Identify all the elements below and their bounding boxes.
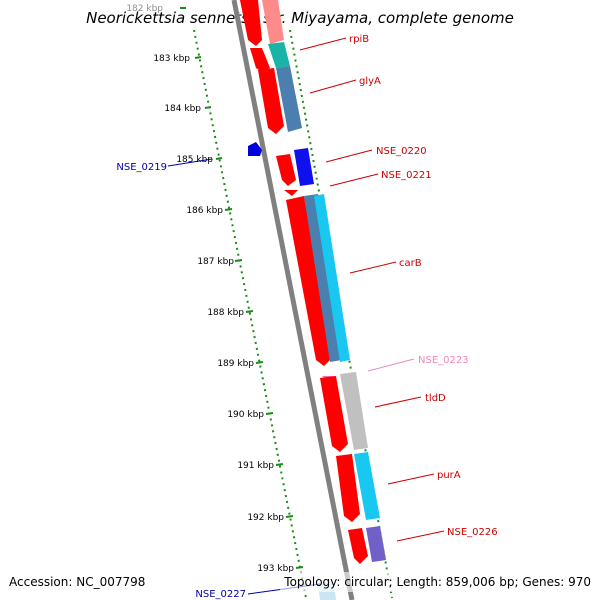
cog-bar-teal [268,42,290,68]
cog-bar-nse-0220 [294,148,314,186]
forward-genes [240,0,368,564]
tick-label: 191 kbp [237,461,274,471]
cog-bar-glya [276,66,302,132]
gene-arrow-carb[interactable] [286,196,332,366]
label-tldd[interactable]: tldD [425,393,446,404]
leader-line [396,530,445,542]
leader-line [329,173,379,187]
leader-line [309,79,357,94]
ruler-tick [194,56,202,59]
gene-arrow-nse-0219[interactable] [248,142,262,156]
ruler-tick [285,515,294,518]
ruler-tick [275,463,284,466]
label-nse-0227[interactable]: NSE_0227 [195,589,246,600]
tick-label: 189 kbp [217,359,254,369]
label-glya[interactable]: glyA [359,76,381,87]
tick-label: 185 kbp [176,155,213,165]
tick-label: 192 kbp [247,513,284,523]
leader-line [325,149,373,163]
ruler-tick [245,310,254,313]
gene-arrow-tldd[interactable] [320,376,348,452]
tick-label: 193 kbp [257,564,294,574]
gene-labels: rpiB glyA NSE_0219 NSE_0220 NSE_0221 car… [116,34,497,600]
topology-text: Topology: circular; Length: 859,006 bp; … [283,575,591,589]
label-nse-0223[interactable]: NSE_0223 [418,355,469,366]
gene-arrow-nse-0221[interactable] [284,190,298,196]
cog-bar-pura [354,452,380,520]
leader-line [299,37,347,51]
cog-bar-nse-0226 [366,526,386,562]
ruler-tick [255,361,264,364]
tick-label: 182 kbp [126,4,163,14]
tick-label: 190 kbp [227,410,264,420]
gene-arrow-rpib[interactable] [240,0,262,46]
leader-line [367,358,415,372]
leader-line [349,261,397,274]
gene-arrow-glya[interactable] [258,68,284,134]
label-carb[interactable]: carB [399,258,422,269]
gene-arrow-small[interactable] [250,48,270,72]
tick-label: 183 kbp [153,54,190,64]
ruler-tick [204,106,212,109]
ruler-tick [234,259,243,262]
ruler-tick [224,208,233,211]
leader-line [387,473,435,485]
cog-bar-rpib [262,0,284,44]
ruler-tick [265,412,274,415]
gene-arrow-pura[interactable] [336,454,360,522]
footer-backdrop [280,572,592,592]
tick-label: 184 kbp [164,104,201,114]
leader-line [374,396,422,408]
label-rpib[interactable]: rpiB [349,34,369,45]
label-nse-0219[interactable]: NSE_0219 [116,162,167,173]
label-nse-0226[interactable]: NSE_0226 [447,527,498,538]
ruler-tick [295,566,304,569]
ruler-tick [215,157,223,160]
accession-text: Accession: NC_007798 [9,575,145,589]
ruler-dotted-line [193,29,307,599]
gene-arrow-nse-0220[interactable] [276,154,296,186]
label-pura[interactable]: purA [437,470,461,481]
kbp-ruler: 182 kbp 183 kbp 184 kbp 185 kbp 186 kbp … [126,4,307,599]
cog-bar-carb-1 [304,194,342,362]
genome-backbone [231,0,355,600]
tick-label: 187 kbp [197,257,234,267]
cog-bars [262,0,386,600]
gene-arrow-nse-0226[interactable] [348,528,368,564]
map-title: Neorickettsia sennetsu str. Miyayama, co… [86,9,514,27]
label-nse-0221[interactable]: NSE_0221 [381,170,432,181]
label-leaders [167,37,445,595]
tick-label: 186 kbp [186,206,223,216]
leader-line [167,158,213,167]
label-nse-0220[interactable]: NSE_0220 [376,146,427,157]
tick-label: 188 kbp [207,308,244,318]
cog-bar-tldd [340,372,368,450]
cog-bar-carb-2 [314,194,350,362]
